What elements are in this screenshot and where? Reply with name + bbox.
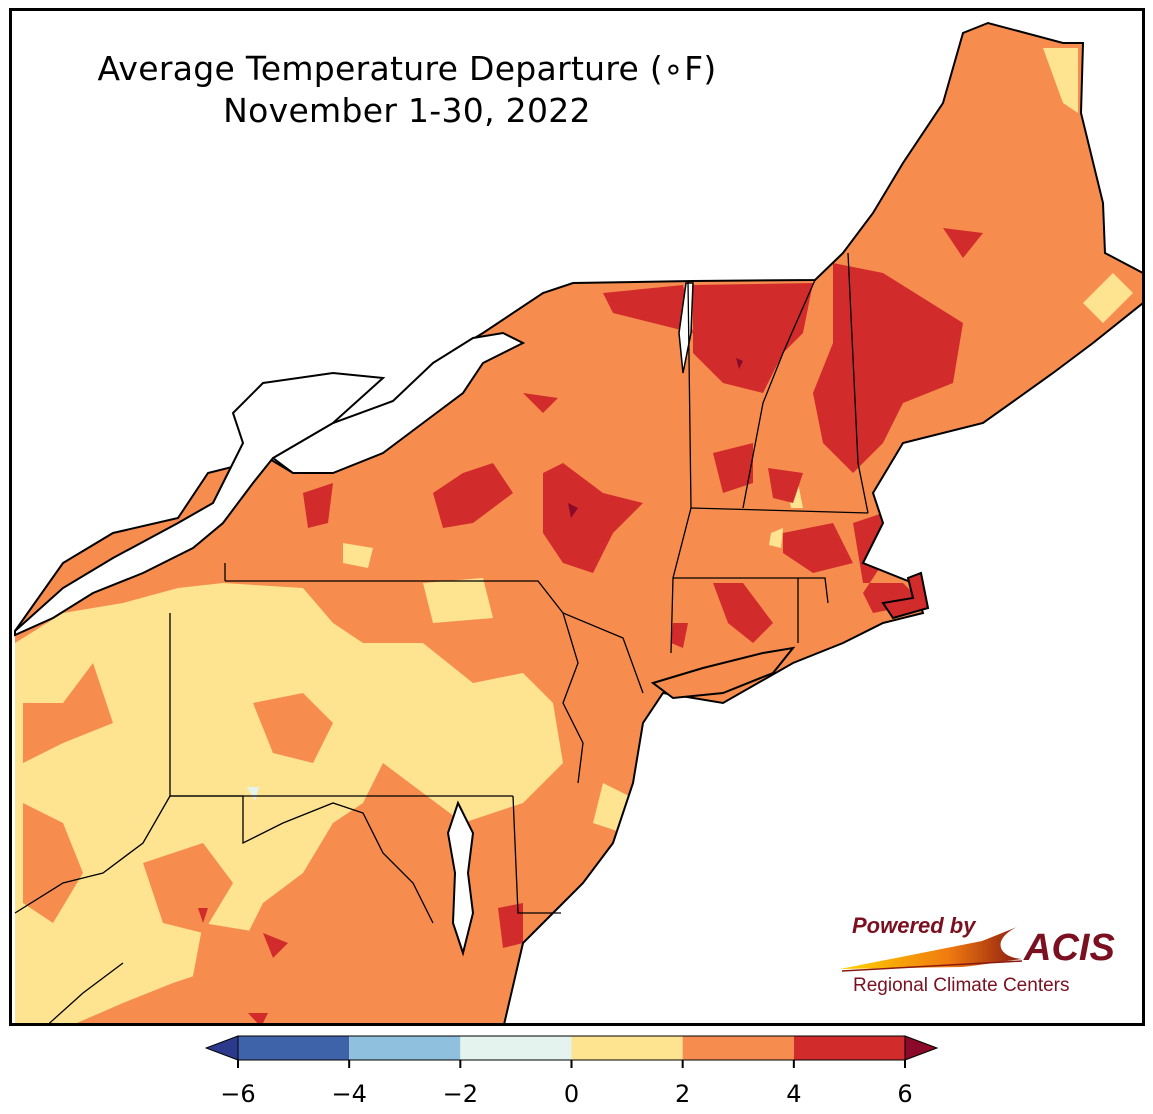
colorbar-bin-4 [682,1036,794,1060]
colorbar-bins [205,1035,939,1068]
map-frame: Average Temperature Departure (∘F) Novem… [9,8,1145,1026]
chesapeake-bay [446,800,475,957]
acis-powered-by: Powered by [852,913,976,938]
colorbar-under-arrow [205,1035,239,1061]
colorbar-tick-label: 4 [786,1080,802,1108]
acis-logo: Powered by ACIS Regional Climate Centers [832,909,1132,1009]
colorbar-bin-3 [571,1036,683,1060]
lake-erie [14,371,386,637]
colorbar-tick-label: 0 [563,1080,580,1108]
colorbar-over-arrow [904,1035,939,1061]
map-title: Average Temperature Departure (∘F) [97,49,717,88]
acis-name: ACIS [1024,927,1115,969]
colorbar-bin-0 [238,1036,350,1060]
colorbar-bin-1 [349,1036,461,1060]
colorbar-tick-label: 6 [897,1080,913,1108]
lake-ontario [271,331,526,474]
colorbar: −6 −4 −2 0 2 4 6 [205,1034,945,1114]
colorbar-bin-5 [793,1036,905,1060]
colorbar-tick-label: −4 [331,1080,367,1108]
lake-champlain [678,282,694,374]
temperature-map [14,21,1142,1023]
map-subtitle: November 1-30, 2022 [223,91,591,130]
state-borders [14,252,869,1023]
cape-cod [881,571,930,620]
colorbar-tick-label: −2 [442,1080,479,1108]
departure-shading [15,23,1142,1023]
colorbar-tick-label: −6 [220,1080,256,1108]
colorbar-tick-label: 2 [675,1080,691,1108]
long-island [650,646,796,700]
colorbar-bin-2 [460,1036,572,1060]
acis-subtitle: Regional Climate Centers [853,975,1070,996]
acis-swoosh [840,927,1023,972]
